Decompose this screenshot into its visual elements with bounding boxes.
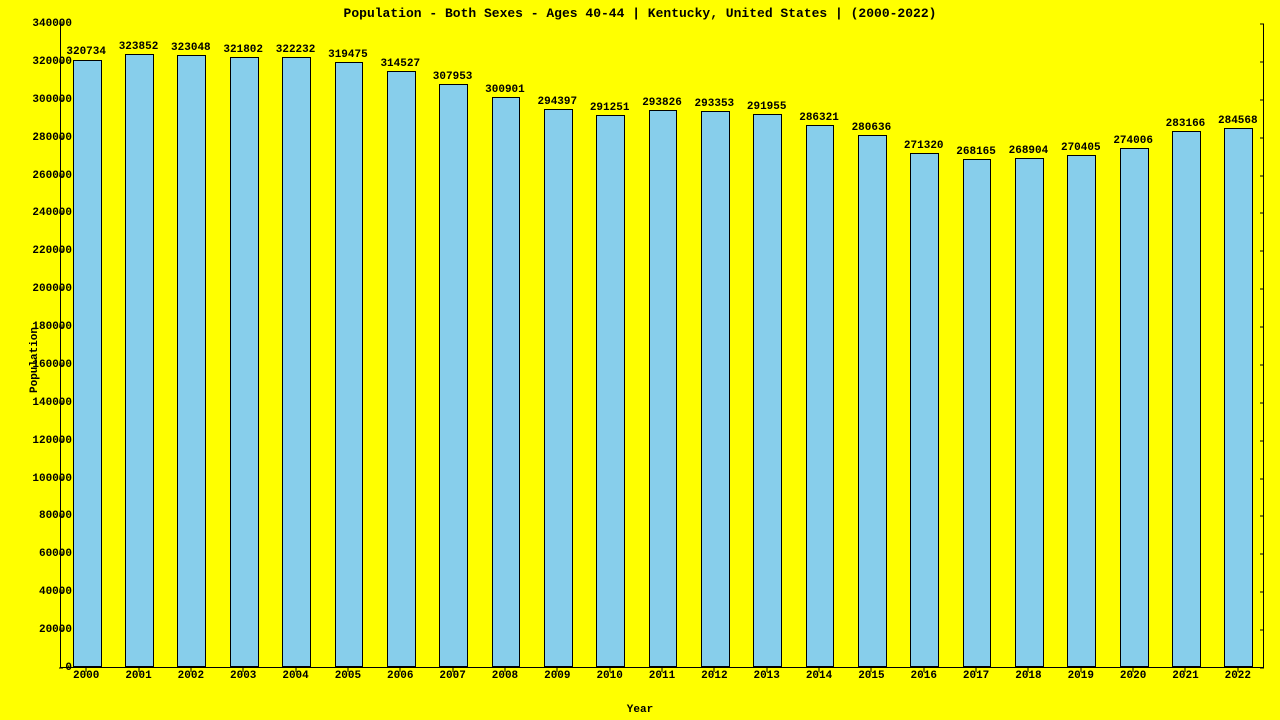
chart-title: Population - Both Sexes - Ages 40-44 | K… bbox=[0, 6, 1280, 21]
bar-value-label: 293353 bbox=[695, 98, 735, 110]
y-tick-label: 260000 bbox=[32, 170, 72, 182]
y-tick-label: 160000 bbox=[32, 359, 72, 371]
bar bbox=[177, 55, 206, 667]
bar bbox=[701, 111, 730, 667]
y-tick-label: 300000 bbox=[32, 94, 72, 106]
bar-value-label: 291955 bbox=[747, 101, 787, 113]
bar-value-label: 291251 bbox=[590, 102, 630, 114]
bar bbox=[1224, 128, 1253, 667]
x-axis-label: Year bbox=[0, 704, 1280, 716]
bar bbox=[492, 97, 521, 667]
bar-value-label: 283166 bbox=[1166, 118, 1206, 130]
bar bbox=[806, 125, 835, 667]
bar bbox=[439, 84, 468, 667]
y-tick-label: 100000 bbox=[32, 473, 72, 485]
bar bbox=[1067, 155, 1096, 667]
bar bbox=[73, 60, 102, 668]
bar bbox=[963, 159, 992, 667]
bar bbox=[753, 114, 782, 667]
y-tick-label: 80000 bbox=[39, 510, 72, 522]
bar bbox=[1120, 148, 1149, 667]
y-tick-label: 20000 bbox=[39, 624, 72, 636]
bar bbox=[230, 57, 259, 667]
bar-value-label: 321802 bbox=[223, 44, 263, 56]
y-tick-label: 340000 bbox=[32, 18, 72, 30]
bar-value-label: 268904 bbox=[1009, 145, 1049, 157]
bar-value-label: 271320 bbox=[904, 140, 944, 152]
bar-value-label: 274006 bbox=[1113, 135, 1153, 147]
y-tick-label: 240000 bbox=[32, 207, 72, 219]
bar-value-label: 323852 bbox=[119, 41, 159, 53]
bar-value-label: 284568 bbox=[1218, 115, 1258, 127]
bar bbox=[544, 109, 573, 667]
bar-value-label: 314527 bbox=[380, 58, 420, 70]
bar-value-label: 280636 bbox=[852, 122, 892, 134]
y-tick-label: 220000 bbox=[32, 245, 72, 257]
bar bbox=[858, 135, 887, 667]
y-tick-label: 180000 bbox=[32, 321, 72, 333]
bar-value-label: 323048 bbox=[171, 42, 211, 54]
y-tick-label: 40000 bbox=[39, 586, 72, 598]
bar-value-label: 293826 bbox=[642, 97, 682, 109]
bar-value-label: 270405 bbox=[1061, 142, 1101, 154]
bar-value-label: 320734 bbox=[66, 46, 106, 58]
bar bbox=[335, 62, 364, 667]
bar bbox=[649, 110, 678, 667]
bar-value-label: 294397 bbox=[537, 96, 577, 108]
bar bbox=[910, 153, 939, 667]
bar-value-label: 300901 bbox=[485, 84, 525, 96]
y-tick-label: 200000 bbox=[32, 283, 72, 295]
bar bbox=[387, 71, 416, 667]
y-tick-label: 120000 bbox=[32, 435, 72, 447]
bar-value-label: 286321 bbox=[799, 112, 839, 124]
bar bbox=[1172, 131, 1201, 667]
bar bbox=[282, 57, 311, 667]
plot-area bbox=[60, 24, 1264, 668]
bar bbox=[1015, 158, 1044, 667]
bar-value-label: 307953 bbox=[433, 71, 473, 83]
bar-value-label: 319475 bbox=[328, 49, 368, 61]
y-tick-label: 60000 bbox=[39, 548, 72, 560]
bar bbox=[596, 115, 625, 667]
bar bbox=[125, 54, 154, 667]
y-tick-label: 0 bbox=[65, 662, 72, 674]
bar-value-label: 268165 bbox=[956, 146, 996, 158]
y-tick-label: 280000 bbox=[32, 132, 72, 144]
bar-value-label: 322232 bbox=[276, 44, 316, 56]
y-tick-label: 140000 bbox=[32, 397, 72, 409]
